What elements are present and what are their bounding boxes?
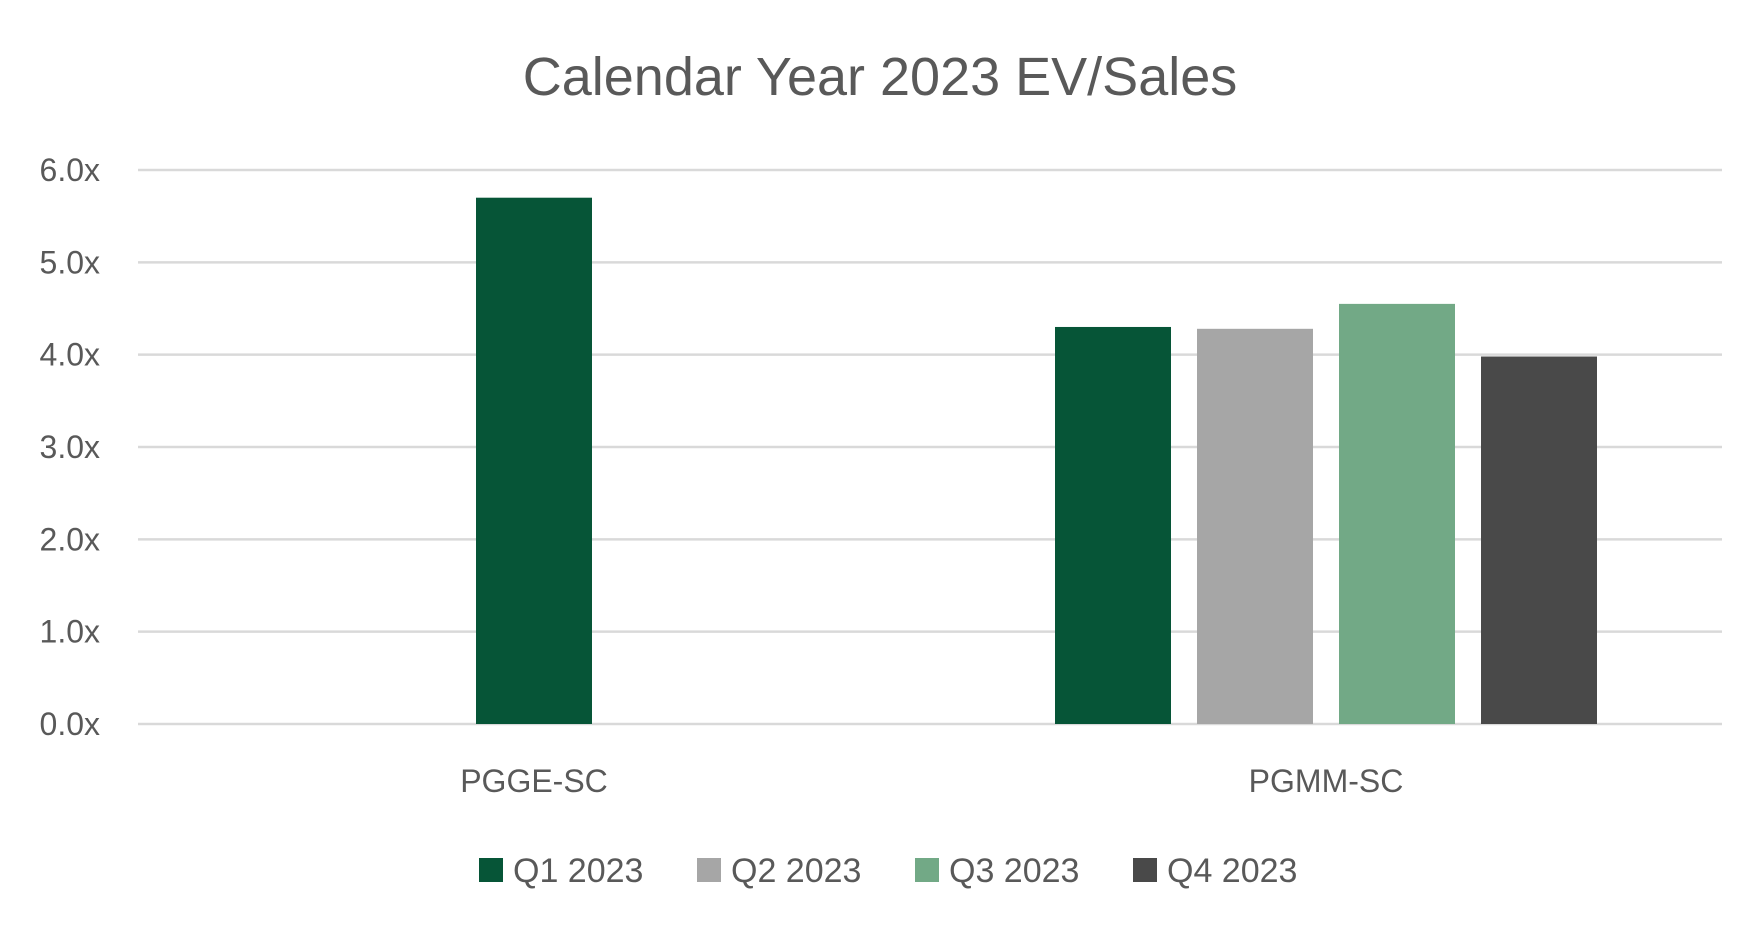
legend-swatch-q1: [479, 858, 503, 882]
y-tick-label: 0.0x: [40, 706, 100, 742]
bar-pgge-sc-q1: [476, 197, 592, 724]
legend-swatch-q4: [1133, 858, 1157, 882]
bars: [476, 197, 1597, 724]
y-tick-label: 1.0x: [40, 614, 100, 650]
chart-title: Calendar Year 2023 EV/Sales: [523, 47, 1238, 107]
legend-label-q4: Q4 2023: [1167, 852, 1297, 890]
legend: Q1 2023 Q2 2023 Q3 2023 Q4 2023: [479, 852, 1297, 890]
bar-pgmm-sc-q1: [1055, 326, 1171, 724]
legend-label-q1: Q1 2023: [513, 852, 643, 890]
y-tick-label: 3.0x: [40, 429, 100, 465]
y-tick-label: 6.0x: [40, 152, 100, 188]
legend-label-q3: Q3 2023: [949, 852, 1079, 890]
category-label: PGMM-SC: [1249, 763, 1404, 799]
bar-pgmm-sc-q4: [1481, 356, 1597, 724]
category-label: PGGE-SC: [460, 763, 608, 799]
y-axis-tick-labels: 0.0x 1.0x 2.0x 3.0x 4.0x 5.0x 6.0x: [40, 152, 100, 742]
y-tick-label: 4.0x: [40, 337, 100, 373]
gridlines: [138, 168, 1722, 726]
legend-swatch-q2: [697, 858, 721, 882]
x-axis-category-labels: PGGE-SC PGMM-SC: [460, 763, 1403, 799]
legend-label-q2: Q2 2023: [731, 852, 861, 890]
y-tick-label: 5.0x: [40, 244, 100, 280]
bar-pgmm-sc-q2: [1197, 328, 1313, 724]
bar-pgmm-sc-q3: [1339, 303, 1455, 724]
legend-swatch-q3: [915, 858, 939, 882]
y-tick-label: 2.0x: [40, 521, 100, 557]
